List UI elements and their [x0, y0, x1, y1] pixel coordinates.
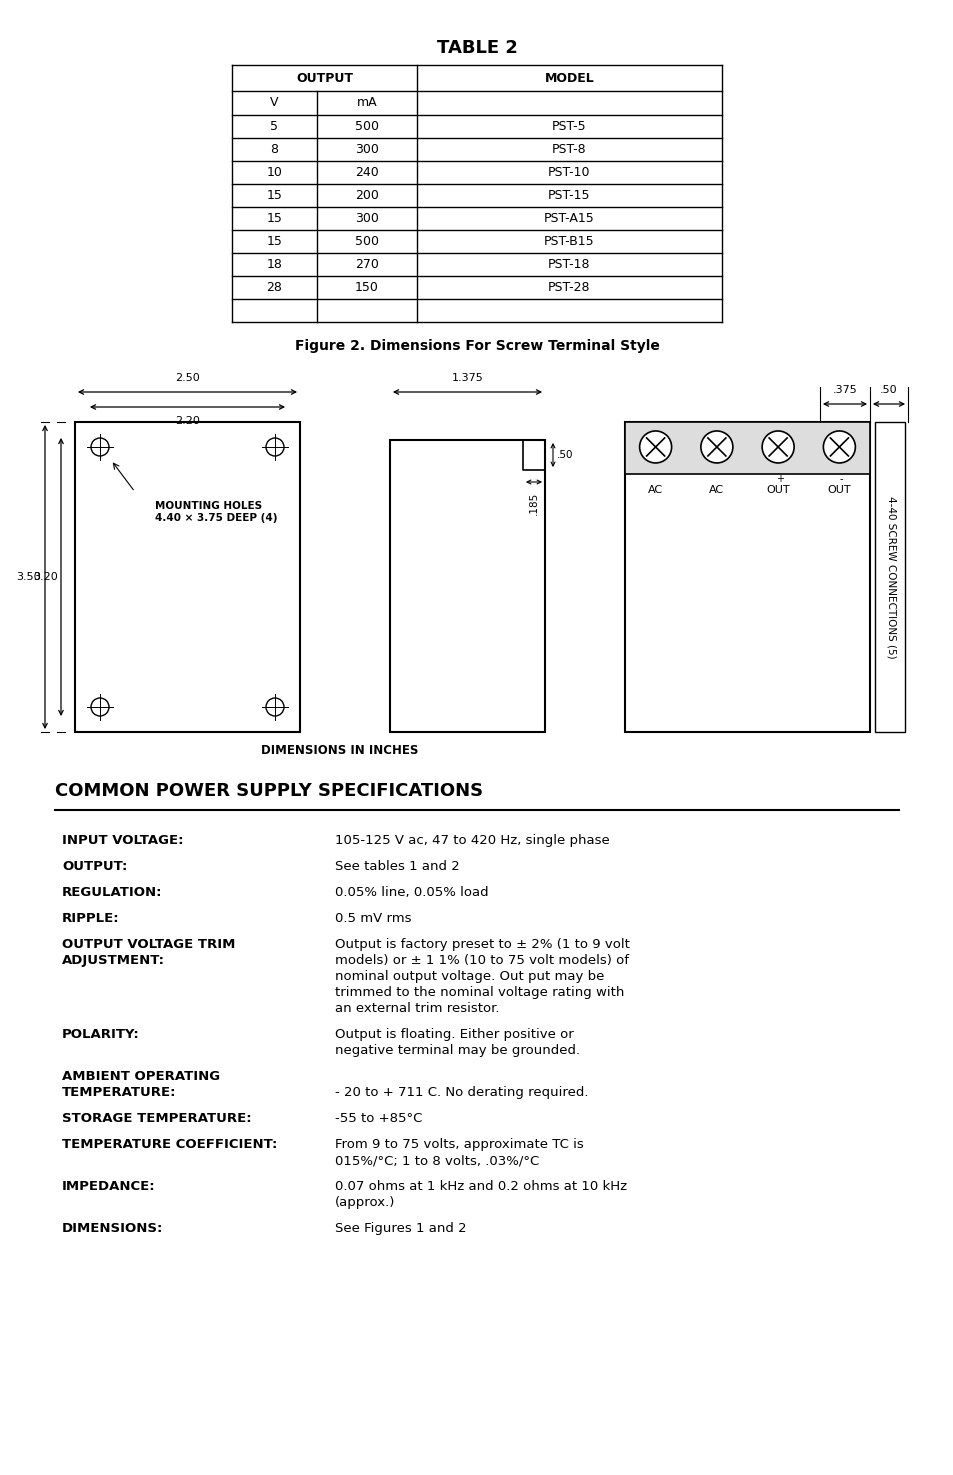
Text: RIPPLE:: RIPPLE:	[62, 912, 119, 925]
Circle shape	[91, 438, 109, 456]
Text: V: V	[270, 96, 278, 109]
Text: REGULATION:: REGULATION:	[62, 886, 162, 898]
Circle shape	[700, 431, 732, 463]
Text: PST-18: PST-18	[548, 258, 590, 271]
Text: .50: .50	[880, 385, 897, 395]
Text: 015%/°C; 1 to 8 volts, .03%/°C: 015%/°C; 1 to 8 volts, .03%/°C	[335, 1153, 538, 1167]
Text: PST-B15: PST-B15	[543, 235, 594, 248]
Text: negative terminal may be grounded.: negative terminal may be grounded.	[335, 1044, 579, 1058]
Text: an external trim resistor.: an external trim resistor.	[335, 1002, 499, 1015]
Text: PST-28: PST-28	[548, 282, 590, 294]
Text: IMPEDANCE:: IMPEDANCE:	[62, 1180, 155, 1193]
Text: 200: 200	[355, 189, 378, 202]
Bar	[874, 422, 904, 732]
Circle shape	[266, 438, 284, 456]
Text: PST-5: PST-5	[552, 119, 586, 133]
Text: 300: 300	[355, 212, 378, 226]
Text: 0.5 mV rms: 0.5 mV rms	[335, 912, 411, 925]
Text: 240: 240	[355, 167, 378, 178]
Text: .375: .375	[832, 385, 857, 395]
Text: DIMENSIONS IN INCHES: DIMENSIONS IN INCHES	[261, 743, 418, 757]
Text: PST-8: PST-8	[552, 143, 586, 156]
Text: PST-10: PST-10	[548, 167, 590, 178]
Text: nominal output voltage. Out put may be: nominal output voltage. Out put may be	[335, 971, 604, 982]
Text: -55 to +85°C: -55 to +85°C	[335, 1112, 422, 1125]
Text: 1.375: 1.375	[451, 373, 483, 384]
Text: TEMPERATURE:: TEMPERATURE:	[62, 1086, 176, 1099]
Text: 15: 15	[266, 189, 282, 202]
Circle shape	[822, 431, 855, 463]
Text: OUTPUT:: OUTPUT:	[62, 860, 128, 873]
Circle shape	[266, 698, 284, 715]
Circle shape	[639, 431, 671, 463]
Text: POLARITY:: POLARITY:	[62, 1028, 139, 1041]
Text: -: -	[839, 473, 842, 484]
Bar	[624, 422, 869, 732]
Text: 2.20: 2.20	[175, 416, 200, 426]
Text: ADJUSTMENT:: ADJUSTMENT:	[62, 954, 165, 968]
Text: 270: 270	[355, 258, 378, 271]
Text: INPUT VOLTAGE:: INPUT VOLTAGE:	[62, 833, 183, 847]
Text: OUT: OUT	[765, 485, 789, 496]
Text: TABLE 2: TABLE 2	[436, 38, 517, 58]
Text: 28: 28	[266, 282, 282, 294]
Text: trimmed to the nominal voltage rating with: trimmed to the nominal voltage rating wi…	[335, 985, 623, 999]
Text: Output is factory preset to ± 2% (1 to 9 volt: Output is factory preset to ± 2% (1 to 9…	[335, 938, 629, 951]
Text: 500: 500	[355, 235, 378, 248]
Text: PST-A15: PST-A15	[543, 212, 595, 226]
Text: See tables 1 and 2: See tables 1 and 2	[335, 860, 459, 873]
Text: .185: .185	[529, 493, 538, 515]
Text: 105-125 V ac, 47 to 420 Hz, single phase: 105-125 V ac, 47 to 420 Hz, single phase	[335, 833, 609, 847]
Text: Output is floating. Either positive or: Output is floating. Either positive or	[335, 1028, 573, 1041]
Text: MODEL: MODEL	[544, 71, 594, 84]
Text: 300: 300	[355, 143, 378, 156]
Text: 3.50: 3.50	[16, 572, 41, 583]
Text: 0.07 ohms at 1 kHz and 0.2 ohms at 10 kHz: 0.07 ohms at 1 kHz and 0.2 ohms at 10 kH…	[335, 1180, 626, 1193]
Text: (approx.): (approx.)	[335, 1196, 395, 1210]
Text: mA: mA	[356, 96, 377, 109]
Text: From 9 to 75 volts, approximate TC is: From 9 to 75 volts, approximate TC is	[335, 1139, 583, 1150]
Text: 18: 18	[266, 258, 282, 271]
Text: AMBIENT OPERATING: AMBIENT OPERATING	[62, 1069, 220, 1083]
Text: 15: 15	[266, 212, 282, 226]
Text: Figure 2. Dimensions For Screw Terminal Style: Figure 2. Dimensions For Screw Terminal …	[294, 339, 659, 353]
Text: AC: AC	[709, 485, 723, 496]
Bar	[75, 422, 299, 732]
Bar	[390, 440, 544, 732]
Text: 15: 15	[266, 235, 282, 248]
Text: OUTPUT VOLTAGE TRIM: OUTPUT VOLTAGE TRIM	[62, 938, 235, 951]
Text: See Figures 1 and 2: See Figures 1 and 2	[335, 1221, 466, 1235]
Text: TEMPERATURE COEFFICIENT:: TEMPERATURE COEFFICIENT:	[62, 1139, 277, 1150]
Text: - 20 to + 711 C. No derating required.: - 20 to + 711 C. No derating required.	[335, 1086, 588, 1099]
Text: 3.20: 3.20	[33, 572, 58, 583]
Text: AC: AC	[647, 485, 662, 496]
Circle shape	[761, 431, 793, 463]
Text: MOUNTING HOLES
4.40 × 3.75 DEEP (4): MOUNTING HOLES 4.40 × 3.75 DEEP (4)	[154, 502, 277, 522]
Circle shape	[91, 698, 109, 715]
Text: 5: 5	[271, 119, 278, 133]
Text: DIMENSIONS:: DIMENSIONS:	[62, 1221, 163, 1235]
Text: 10: 10	[266, 167, 282, 178]
Text: .50: .50	[557, 450, 573, 460]
Text: 8: 8	[271, 143, 278, 156]
Bar	[624, 422, 869, 473]
Text: 0.05% line, 0.05% load: 0.05% line, 0.05% load	[335, 886, 488, 898]
Text: 4-40 SCREW CONNECTIONS (5): 4-40 SCREW CONNECTIONS (5)	[886, 496, 896, 658]
Text: OUT: OUT	[826, 485, 850, 496]
Text: +: +	[776, 473, 783, 484]
Text: 500: 500	[355, 119, 378, 133]
Text: models) or ± 1 1% (10 to 75 volt models) of: models) or ± 1 1% (10 to 75 volt models)…	[335, 954, 628, 968]
Text: PST-15: PST-15	[548, 189, 590, 202]
Text: 2.50: 2.50	[175, 373, 200, 384]
Text: 150: 150	[355, 282, 378, 294]
Text: COMMON POWER SUPPLY SPECIFICATIONS: COMMON POWER SUPPLY SPECIFICATIONS	[55, 782, 482, 799]
Text: OUTPUT: OUTPUT	[295, 71, 353, 84]
Text: STORAGE TEMPERATURE:: STORAGE TEMPERATURE:	[62, 1112, 252, 1125]
